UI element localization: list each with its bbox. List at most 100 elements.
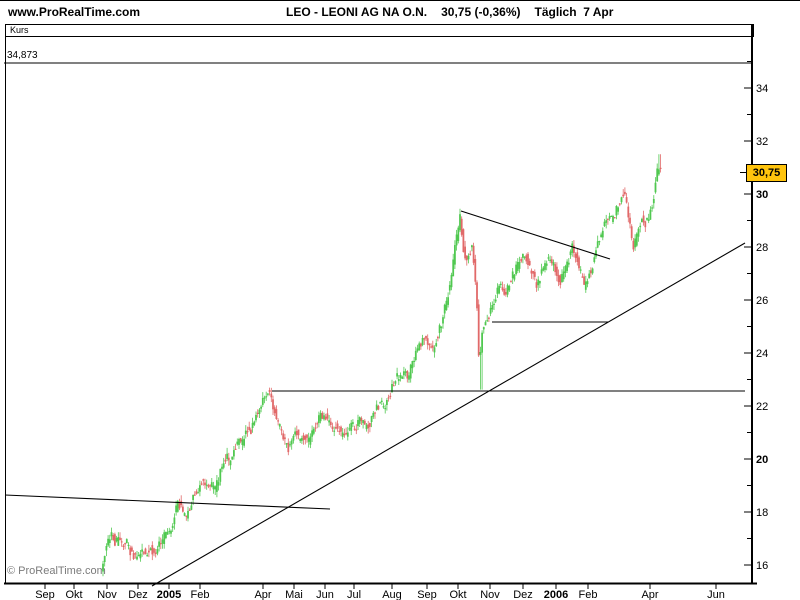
x-axis-label: Jun: [707, 589, 725, 600]
candle-body: [552, 262, 555, 266]
candle-body: [377, 406, 380, 410]
candle-body: [282, 433, 285, 440]
candle-body: [600, 234, 602, 237]
candle-body: [105, 546, 108, 551]
candle-body: [340, 426, 342, 432]
x-axis-label: Apr: [254, 589, 271, 600]
candle-body: [556, 266, 558, 276]
candle-body: [588, 273, 591, 279]
x-axis-label: Aug: [382, 589, 402, 600]
candle-body: [433, 347, 436, 353]
candle-body: [200, 483, 203, 485]
candle-body: [569, 251, 572, 256]
candle-body: [268, 390, 271, 392]
x-axis-label: Feb: [191, 589, 210, 600]
candle-body: [348, 428, 351, 430]
candle-body: [612, 216, 614, 222]
candle-body: [355, 429, 358, 431]
candle-body: [241, 439, 244, 445]
triangle-upper-line[interactable]: [460, 210, 611, 260]
candle-body: [479, 352, 482, 355]
last-price-tag: 30,75: [746, 164, 787, 182]
candle-body: [590, 270, 592, 274]
left-resistance-line[interactable]: [4, 494, 331, 510]
candle-body: [506, 285, 509, 295]
candle-body: [345, 433, 347, 435]
candle-body: [137, 555, 140, 557]
candle-body: [324, 416, 327, 420]
candle-body: [307, 437, 310, 442]
candle-body: [154, 552, 157, 555]
candle-body: [557, 274, 560, 283]
candle-body: [460, 218, 463, 235]
candle-body: [277, 420, 279, 422]
candle-body: [158, 541, 160, 547]
candle-body: [102, 563, 104, 572]
candle-body: [193, 494, 196, 496]
candle-body: [428, 343, 431, 346]
candle-body: [374, 412, 376, 414]
candle-body: [654, 182, 657, 193]
candle-body: [462, 229, 465, 253]
candle-body: [608, 216, 611, 219]
y-axis-label: 30: [756, 189, 768, 201]
candle-body: [515, 264, 517, 275]
candle-body: [425, 335, 427, 339]
candle-body: [251, 422, 254, 428]
candle-body: [260, 406, 262, 409]
candle-body: [617, 207, 619, 212]
primary-uptrend-line[interactable]: [151, 242, 746, 587]
candle-body: [229, 460, 232, 466]
candle-body: [505, 292, 507, 295]
candle-body: [103, 556, 106, 562]
candle-body: [362, 420, 364, 424]
candle-body: [486, 320, 489, 322]
candle-body: [603, 221, 606, 227]
candle-body: [149, 548, 152, 551]
candle-body: [312, 428, 315, 434]
candle-body: [530, 270, 533, 274]
candle-body: [224, 459, 227, 462]
candle-body: [319, 413, 322, 422]
candle-body: [204, 482, 206, 486]
candle-body: [545, 263, 548, 266]
candle-body: [379, 402, 381, 404]
candle-body: [634, 238, 636, 248]
candle-body: [176, 500, 179, 512]
candle-body: [467, 255, 470, 260]
x-axis-label: 2005: [157, 589, 181, 600]
candle-body: [117, 537, 120, 546]
candle-body: [574, 253, 577, 258]
candle-body: [244, 430, 247, 435]
candle-body: [182, 506, 184, 512]
timeframe-date: Täglich 7 Apr: [534, 5, 614, 19]
candle-body: [328, 420, 330, 423]
candle-body: [302, 435, 305, 441]
candle-body: [484, 322, 487, 326]
trendlines[interactable]: [4, 62, 753, 587]
candle-body: [420, 343, 422, 347]
brand-link[interactable]: www.ProRealTime.com: [8, 5, 141, 19]
candle-body: [346, 432, 349, 437]
y-axis-label: 34: [756, 83, 768, 95]
candle-body: [205, 484, 208, 486]
candle-body: [516, 261, 519, 271]
candle-body: [658, 169, 660, 175]
candle-body: [290, 440, 293, 445]
candle-body: [610, 215, 613, 217]
candle-body: [567, 262, 570, 265]
candle-body: [564, 266, 567, 273]
candle-body: [192, 494, 194, 500]
candle-body: [294, 431, 296, 435]
candle-body: [136, 556, 138, 560]
candle-body: [647, 219, 650, 221]
candle-body: [581, 276, 584, 278]
pane-header: Kurs: [5, 24, 754, 37]
candle-body: [163, 532, 166, 544]
candle-body: [250, 429, 252, 434]
candle-body: [440, 326, 443, 329]
candle-body: [482, 327, 485, 330]
candle-body: [265, 396, 268, 398]
candle-body: [533, 271, 536, 277]
